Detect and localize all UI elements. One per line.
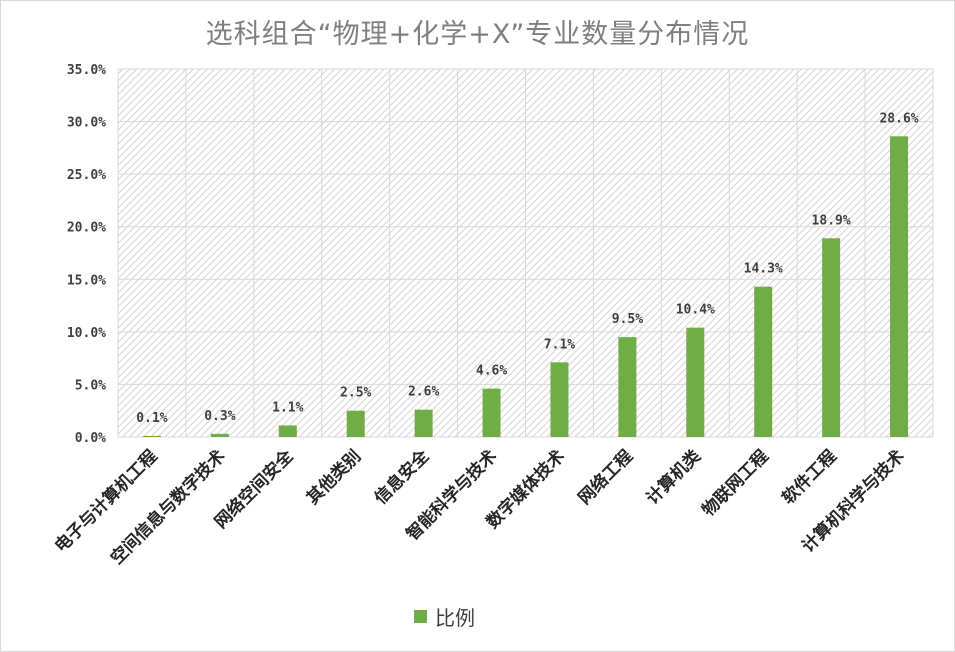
bar <box>482 388 501 437</box>
chart-title: 选科组合“物理+化学+X”专业数量分布情况 <box>205 19 750 50</box>
bar <box>210 433 229 437</box>
bar <box>278 425 297 437</box>
y-tick-label: 15.0% <box>67 273 106 288</box>
x-tick-label: 软件工程 <box>778 446 841 509</box>
data-label: 2.5% <box>340 386 371 401</box>
y-tick-label: 5.0% <box>75 378 106 393</box>
x-tick-label: 计算机类 <box>642 445 706 509</box>
data-label: 0.3% <box>204 409 235 424</box>
y-tick-label: 0.0% <box>75 431 106 446</box>
x-tick-label: 网络工程 <box>574 446 637 509</box>
bar <box>414 409 433 437</box>
data-label: 14.3% <box>744 262 783 277</box>
data-label: 28.6% <box>879 111 918 126</box>
bar <box>142 435 161 437</box>
data-label: 1.1% <box>272 400 303 415</box>
bar <box>890 136 909 437</box>
data-label: 10.4% <box>676 303 715 318</box>
bar <box>822 238 841 437</box>
legend-label: 比例 <box>435 606 475 630</box>
data-label: 0.1% <box>136 411 167 426</box>
bar <box>618 337 637 437</box>
legend: 比例 <box>414 602 475 631</box>
data-label: 4.6% <box>476 364 507 379</box>
data-label: 18.9% <box>812 213 851 228</box>
data-label: 7.1% <box>544 337 575 352</box>
y-tick-label: 25.0% <box>67 168 106 183</box>
x-tick-label: 信息安全 <box>370 445 434 509</box>
x-tick-label: 空间信息与数字技术 <box>106 446 229 569</box>
y-tick-label: 35.0% <box>67 63 106 78</box>
bar <box>754 286 773 437</box>
y-tick-label: 20.0% <box>67 221 106 236</box>
data-label: 2.6% <box>408 385 439 400</box>
legend-swatch <box>414 610 427 623</box>
x-tick-label: 其他类别 <box>302 446 365 509</box>
y-tick-label: 30.0% <box>67 116 106 131</box>
x-tick-label: 物联网工程 <box>698 446 773 521</box>
y-tick-label: 10.0% <box>67 326 106 341</box>
bar <box>550 362 569 437</box>
bar <box>346 410 365 437</box>
data-label: 9.5% <box>612 312 643 327</box>
bar <box>686 327 705 437</box>
